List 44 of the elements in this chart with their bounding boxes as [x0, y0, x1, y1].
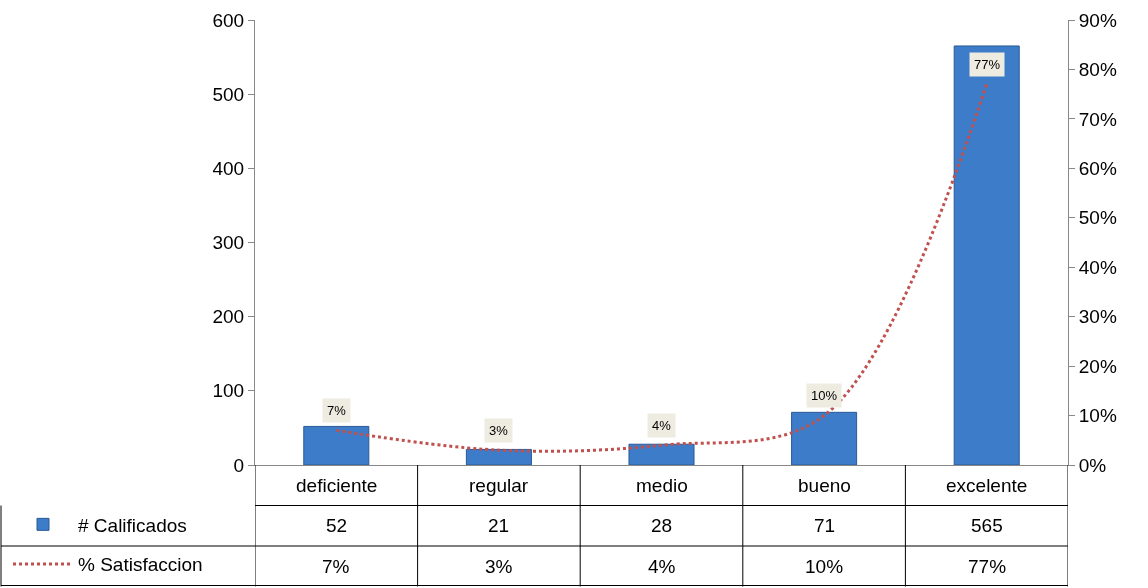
- y2-tick-label: 90%: [1078, 9, 1117, 31]
- data-label: 4%: [648, 556, 676, 577]
- bar: [791, 411, 858, 465]
- text: 7%: [327, 403, 346, 418]
- data-label: 7%: [322, 556, 350, 577]
- x-tick-label: excelente: [946, 475, 1028, 496]
- bar: [953, 45, 1020, 465]
- legend-label: % Satisfaccion: [78, 554, 203, 576]
- data-label: 28: [651, 515, 673, 536]
- data-label: 3%: [485, 556, 513, 577]
- x-tick-label: regular: [469, 475, 529, 496]
- y2-tick-label: 30%: [1078, 306, 1117, 328]
- y2-tick-label: 80%: [1078, 59, 1117, 81]
- data-label: 10%: [805, 556, 844, 577]
- y2-tick-label: 60%: [1078, 157, 1117, 179]
- data-label: 21: [488, 515, 510, 536]
- y2-tick-label: 20%: [1078, 355, 1117, 377]
- y2-tick-label: 70%: [1078, 108, 1117, 130]
- data-label: 52: [326, 515, 348, 536]
- bar: [465, 448, 532, 465]
- y-tick-label: 200: [212, 306, 245, 328]
- x-tick-label: deficiente: [296, 475, 378, 496]
- text: 10%: [811, 388, 838, 403]
- y2-tick-label: 50%: [1078, 207, 1117, 229]
- y-tick-label: 300: [212, 232, 245, 254]
- y-tick-label: 100: [212, 380, 245, 402]
- text: 4%: [652, 418, 671, 433]
- text: 77%: [974, 57, 1001, 72]
- y-tick-label: 600: [212, 9, 245, 31]
- data-label: 77%: [968, 556, 1007, 577]
- x-tick-label: medio: [636, 475, 688, 496]
- text: 3%: [489, 423, 508, 438]
- y2-tick-label: 10%: [1078, 405, 1117, 427]
- y-tick-label: 0: [233, 454, 245, 476]
- legend-label: # Calificados: [78, 514, 187, 536]
- bar: [303, 425, 370, 465]
- y2-tick-label: 0%: [1078, 454, 1107, 476]
- x-tick-label: bueno: [798, 475, 851, 496]
- y-tick-label: 400: [212, 157, 245, 179]
- data-label: 71: [814, 515, 836, 536]
- y-tick-label: 500: [212, 83, 245, 105]
- data-label: 565: [971, 515, 1003, 536]
- bar: [628, 443, 695, 465]
- y2-tick-label: 40%: [1078, 256, 1117, 278]
